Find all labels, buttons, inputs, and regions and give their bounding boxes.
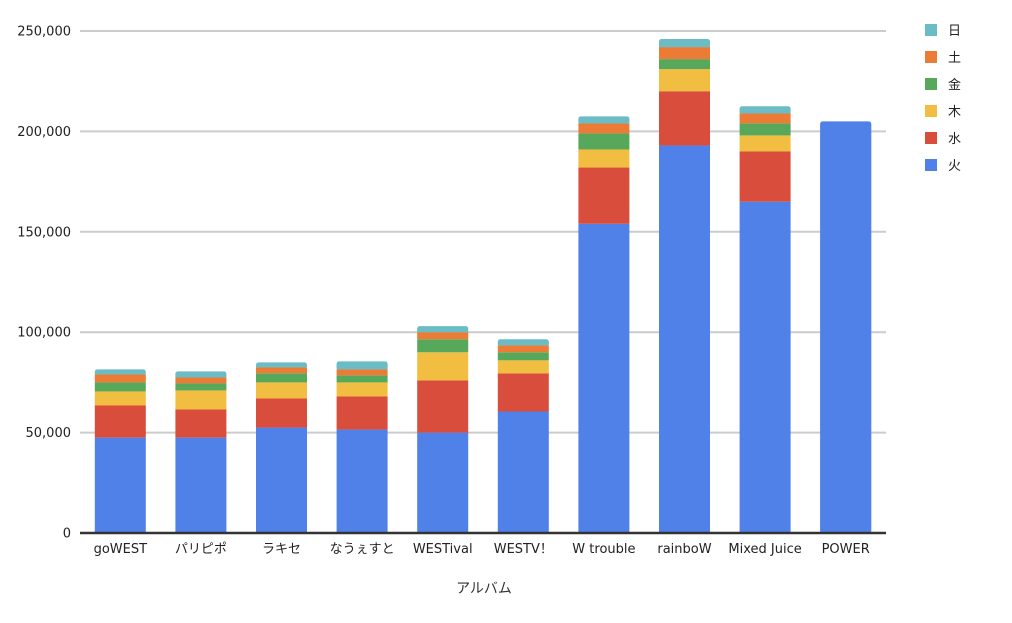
- y-axis-ticks: 0 50,000 100,000 150,000 200,000 250,000: [17, 25, 71, 542]
- bar-segment: [336, 396, 388, 430]
- legend-label: 水: [948, 132, 961, 147]
- bar-segment: [175, 437, 227, 533]
- x-tick-label: なうぇすと: [330, 542, 395, 557]
- x-axis-title: アルバム: [456, 581, 512, 597]
- bar-segment: [256, 382, 307, 399]
- bar-segment: [659, 145, 710, 533]
- x-tick-label: WESTival: [413, 542, 473, 557]
- y-tick-label: 250,000: [17, 25, 71, 40]
- bar-segment: [497, 411, 549, 533]
- bar-segment-fill: [175, 374, 227, 378]
- bar-segment-fill: [578, 119, 630, 124]
- bar-segment: [417, 432, 469, 533]
- bar-segment: [497, 352, 549, 361]
- bar-segment-fill: [336, 364, 388, 370]
- bar-segment: [659, 69, 710, 92]
- bar-segment: [336, 382, 388, 397]
- bar-segment: [175, 390, 227, 410]
- legend-label: 日: [948, 24, 961, 39]
- bar-segment: [94, 437, 146, 533]
- bar-segment: [175, 409, 227, 438]
- legend-swatch: [925, 78, 937, 90]
- bar-segment: [256, 367, 307, 374]
- bar-segment: [94, 391, 146, 406]
- bar-segment: [94, 382, 146, 392]
- x-tick-label: Mixed Juice: [728, 542, 801, 557]
- bar-segment: [417, 339, 469, 353]
- bar-segment-fill: [659, 42, 710, 48]
- legend-swatch: [925, 24, 937, 36]
- y-tick-label: 150,000: [17, 225, 71, 240]
- bar-segment: [497, 345, 549, 353]
- legend-swatch: [925, 51, 937, 63]
- y-tick-label: 50,000: [26, 426, 72, 441]
- x-tick-label: POWER: [822, 542, 870, 557]
- bar-segment-fill: [820, 124, 872, 534]
- legend-label: 火: [948, 159, 961, 174]
- legend-swatch: [925, 159, 937, 171]
- bar-segment: [578, 133, 630, 150]
- bar-segment: [256, 373, 307, 383]
- bar-segment: [739, 135, 791, 152]
- legend-label: 木: [948, 105, 961, 120]
- bar-segment: [94, 374, 146, 383]
- bar-segment: [175, 383, 227, 391]
- bar-segment-fill: [497, 342, 549, 346]
- y-tick-label: 100,000: [17, 326, 71, 341]
- bar-segment: [336, 429, 388, 533]
- x-tick-label: ラキセ: [262, 542, 301, 557]
- bar-segment: [256, 398, 307, 428]
- bar-segment: [659, 91, 710, 146]
- bar-segment: [578, 167, 630, 224]
- bar-segment: [256, 427, 307, 533]
- bar-segment: [659, 59, 710, 70]
- bar-segment: [739, 113, 791, 124]
- x-axis-ticks: goWEST パリピポ ラキセ なうぇすと WESTival WESTV！ W troubl…: [94, 542, 870, 557]
- legend-label: 金: [948, 77, 961, 93]
- bar-segment: [739, 123, 791, 136]
- legend-swatch: [925, 105, 937, 117]
- bar-segment-fill: [94, 372, 146, 375]
- x-tick-label: rainboW: [657, 542, 711, 557]
- y-tick-label: 200,000: [17, 125, 71, 140]
- bars: [94, 39, 872, 534]
- bar-segment: [175, 377, 227, 384]
- x-tick-label: WESTV！: [494, 542, 553, 557]
- y-tick-label: 0: [63, 527, 71, 542]
- bar-segment: [336, 369, 388, 376]
- bar-segment: [739, 201, 791, 533]
- bar-segment: [578, 149, 630, 168]
- bar-segment: [417, 380, 469, 433]
- x-tick-label: パリピポ: [175, 542, 227, 557]
- legend-label: 土: [948, 51, 961, 66]
- bar-segment: [417, 352, 469, 381]
- bar-segment: [578, 123, 630, 134]
- x-tick-label: goWEST: [94, 542, 148, 557]
- bar-segment: [417, 332, 469, 340]
- bar-segment: [497, 360, 549, 374]
- bar-segment-fill: [256, 365, 307, 368]
- bar-segment-fill: [739, 109, 791, 114]
- bar-segment: [336, 375, 388, 383]
- legend-swatch: [925, 132, 937, 144]
- bar-segment: [497, 373, 549, 412]
- bar-segment: [739, 151, 791, 202]
- x-tick-label: W trouble: [572, 542, 635, 557]
- bar-segment: [578, 223, 630, 533]
- bar-segment: [94, 405, 146, 438]
- bar-segment: [659, 47, 710, 60]
- bar-segment-fill: [417, 329, 469, 333]
